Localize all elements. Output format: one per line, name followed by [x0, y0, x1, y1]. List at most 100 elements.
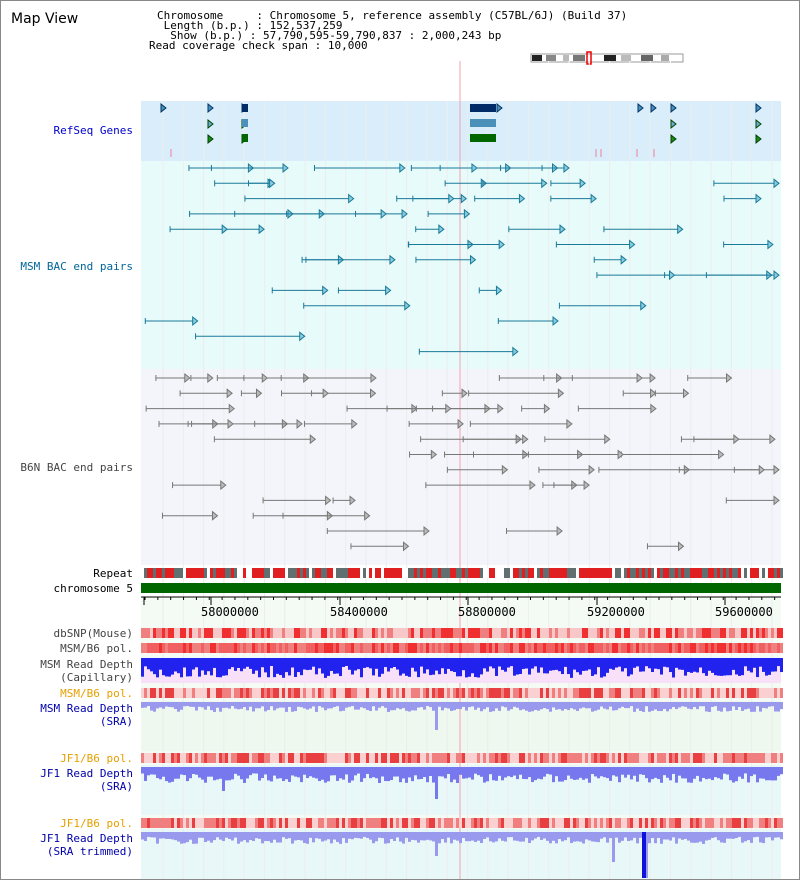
- heat-cell: [183, 818, 186, 828]
- depth-bar: [531, 658, 534, 669]
- track-label-jf1-depth-trimmed[interactable]: JF1 Read Depth (SRA trimmed): [40, 832, 133, 858]
- track-label-msm-depth-capillary[interactable]: MSM Read Depth (Capillary): [40, 658, 133, 684]
- depth-bar: [648, 767, 651, 783]
- chromosome-ideogram[interactable]: [530, 51, 684, 65]
- heat-cell: [222, 643, 225, 653]
- heat-cell: [291, 643, 294, 653]
- heat-cell: [765, 643, 768, 653]
- heat-cell: [759, 688, 762, 698]
- track-label-dbsnp[interactable]: dbSNP(Mouse): [53, 627, 133, 640]
- heat-cell: [528, 818, 531, 828]
- repeat-segment: [657, 568, 660, 578]
- depth-bar: [720, 702, 723, 712]
- heat-cell: [399, 753, 402, 763]
- depth-bar: [141, 767, 144, 774]
- repeat-segment: [507, 568, 510, 578]
- heat-cell: [516, 818, 519, 828]
- heat-cell: [660, 818, 663, 828]
- depth-bar: [354, 767, 357, 776]
- heat-cell: [432, 818, 435, 828]
- heat-cell: [597, 628, 600, 638]
- depth-bar: [705, 767, 708, 780]
- heat-cell: [582, 818, 585, 828]
- gene-block: [470, 134, 496, 142]
- depth-bar: [756, 832, 759, 837]
- heat-cell: [405, 643, 408, 653]
- track-label-b6n-bac[interactable]: B6N BAC end pairs: [20, 461, 133, 474]
- heat-cell: [348, 643, 351, 653]
- track-label-repeat[interactable]: Repeat: [93, 567, 133, 580]
- heat-cell: [405, 753, 408, 763]
- heat-cell: [309, 628, 312, 638]
- track-label-jf1-depth-sra[interactable]: JF1 Read Depth (SRA): [40, 767, 133, 793]
- heat-cell: [342, 753, 345, 763]
- heat-cell: [312, 688, 315, 698]
- depth-bar: [759, 832, 762, 843]
- repeat-segment: [207, 568, 210, 578]
- b6n-bac-pair: [522, 434, 529, 445]
- ruler-tick-label: 59200000: [587, 605, 645, 619]
- track-label-msm-b6-pol[interactable]: MSM/B6 pol.: [60, 642, 133, 655]
- repeat-segment: [516, 568, 519, 578]
- depth-bar: [249, 767, 252, 776]
- track-label-msm-bac[interactable]: MSM BAC end pairs: [20, 260, 133, 273]
- heat-cell: [615, 688, 618, 698]
- heat-cell: [453, 753, 456, 763]
- heat-cell: [318, 643, 321, 653]
- repeat-segment: [228, 568, 231, 578]
- track-label-jf1-b6-pol-2[interactable]: JF1/B6 pol.: [60, 817, 133, 830]
- depth-bar: [465, 702, 468, 711]
- heat-cell: [729, 688, 732, 698]
- depth-bar: [678, 658, 681, 670]
- depth-bar: [459, 832, 462, 844]
- b6n-bac-pair: [773, 464, 780, 475]
- depth-bar: [312, 658, 315, 667]
- depth-bar: [666, 767, 669, 778]
- heat-cell: [558, 753, 561, 763]
- depth-bar: [309, 658, 312, 670]
- depth-bar: [468, 767, 471, 778]
- depth-bar: [603, 702, 606, 709]
- heat-cell: [267, 688, 270, 698]
- depth-bar: [672, 658, 675, 678]
- depth-bar: [171, 702, 174, 708]
- track-label-jf1-b6-pol[interactable]: JF1/B6 pol.: [60, 752, 133, 765]
- repeat-segment: [300, 568, 303, 578]
- heat-cell: [669, 643, 672, 653]
- depth-bar: [762, 767, 765, 779]
- depth-bar: [543, 767, 546, 777]
- track-label-msm-b6-pol-2[interactable]: MSM/B6 pol.: [60, 687, 133, 700]
- depth-bar: [159, 658, 162, 670]
- depth-bar: [642, 658, 645, 672]
- depth-bar: [183, 767, 186, 776]
- depth-bar: [195, 658, 198, 668]
- heat-cell: [222, 818, 225, 828]
- heat-cell: [333, 688, 336, 698]
- track-label-msm-depth-sra[interactable]: MSM Read Depth (SRA): [40, 702, 133, 728]
- repeat-segment: [255, 568, 258, 578]
- heat-cell: [597, 643, 600, 653]
- depth-bar: [297, 767, 300, 778]
- repeat-segment: [450, 568, 453, 578]
- depth-bar: [348, 702, 351, 707]
- depth-bar: [219, 832, 222, 840]
- depth-bar: [492, 832, 495, 843]
- depth-bar: [438, 767, 441, 777]
- heat-cell: [576, 628, 579, 638]
- heat-cell: [576, 818, 579, 828]
- heat-cell: [159, 753, 162, 763]
- track-label-refseq[interactable]: RefSeq Genes: [53, 124, 133, 137]
- repeat-segment: [468, 568, 471, 578]
- heat-cell: [426, 688, 429, 698]
- repeat-segment: [570, 568, 573, 578]
- heat-cell: [192, 753, 195, 763]
- depth-bar: [390, 658, 393, 669]
- depth-bar: [453, 702, 456, 711]
- depth-bar: [459, 767, 462, 775]
- depth-bar: [171, 658, 174, 675]
- depth-bar: [375, 832, 378, 842]
- heat-cell: [141, 818, 144, 828]
- depth-bar: [747, 702, 750, 709]
- b6n-bac-pair: [677, 541, 685, 552]
